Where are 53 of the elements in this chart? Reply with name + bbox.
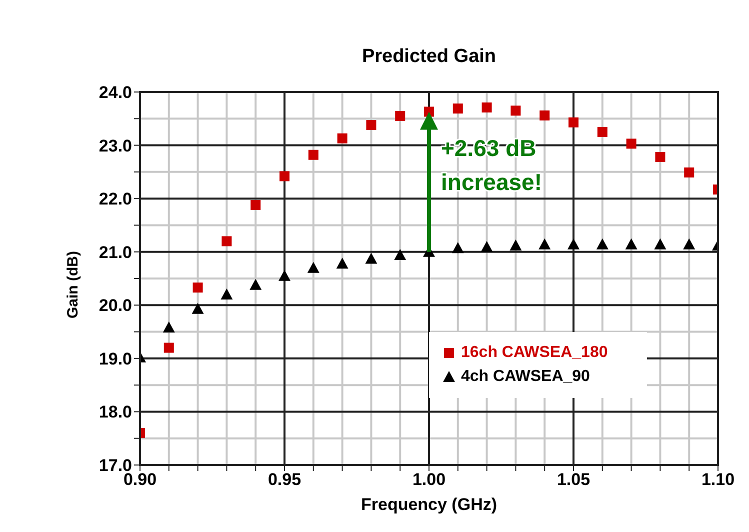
point	[192, 302, 204, 314]
x-tick-label: 1.05	[556, 470, 590, 490]
point	[366, 120, 376, 130]
point	[220, 288, 233, 300]
point	[655, 152, 666, 162]
point	[510, 106, 521, 116]
point	[568, 238, 580, 250]
y-tick-label: 24.0	[98, 83, 132, 102]
point	[337, 133, 348, 144]
y-tick-label: 22.0	[98, 190, 132, 209]
point	[250, 278, 262, 290]
y-tick-label: 20.0	[98, 296, 132, 316]
point	[307, 262, 320, 273]
y-tick-label: 23.0	[98, 136, 132, 156]
y-tick-label: 21.0	[98, 242, 132, 262]
point	[164, 342, 174, 353]
point	[250, 200, 261, 210]
point	[482, 102, 492, 112]
point	[365, 252, 378, 264]
x-tick-label: 0.90	[123, 470, 157, 490]
point	[452, 104, 463, 114]
point	[568, 117, 578, 128]
chart-title: Predicted Gain	[362, 46, 496, 67]
point	[395, 110, 406, 121]
point	[280, 171, 290, 182]
x-tick-label: 0.95	[268, 470, 302, 490]
point	[683, 238, 696, 250]
x-axis-title: Frequency (GHz)	[360, 495, 498, 514]
point	[654, 238, 666, 250]
point	[336, 258, 348, 269]
point	[540, 110, 550, 120]
y-tick-label: 18.0	[98, 402, 132, 422]
point	[625, 238, 638, 250]
point	[597, 126, 608, 137]
point	[308, 150, 318, 160]
x-tick-label: 1.00	[412, 470, 446, 490]
point	[222, 236, 232, 246]
point	[538, 238, 551, 250]
y-axis-title: Gain (dB)	[64, 251, 82, 318]
legend-label: 4ch CAWSEA_90	[461, 368, 590, 386]
y-tick-label: 19.0	[98, 349, 132, 368]
point	[510, 239, 522, 250]
point	[452, 242, 464, 254]
legend-label: 16ch CAWSEA_180	[461, 344, 608, 362]
point	[626, 138, 636, 149]
point	[596, 238, 608, 250]
point	[684, 167, 694, 178]
point	[480, 241, 493, 252]
point	[192, 282, 203, 293]
point	[278, 270, 290, 281]
point	[394, 249, 406, 260]
point	[162, 322, 175, 333]
x-tick-label: 1.10	[701, 470, 735, 490]
